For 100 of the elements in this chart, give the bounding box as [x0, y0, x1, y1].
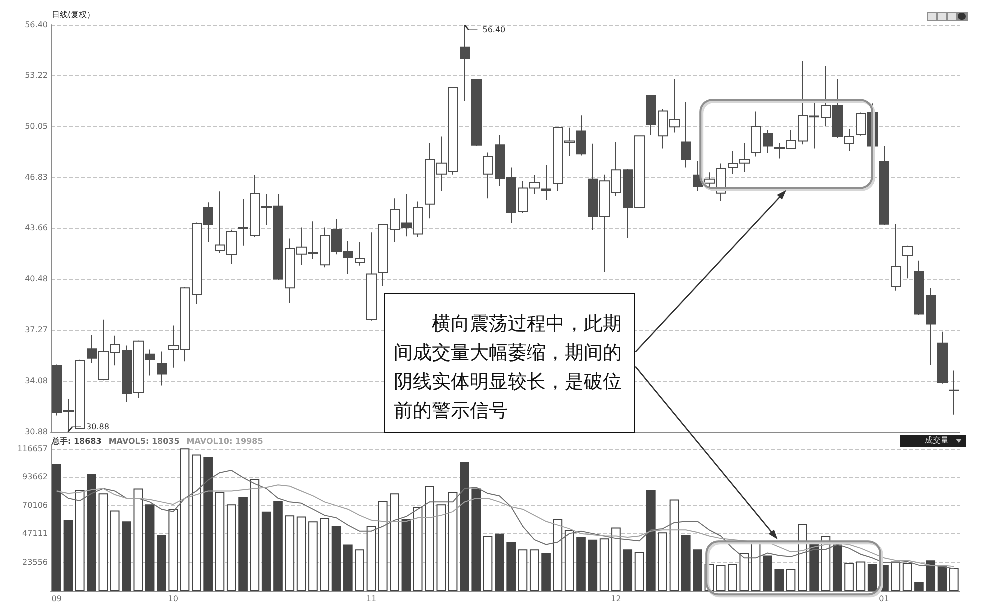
candlestick	[378, 224, 388, 288]
candlestick	[763, 130, 773, 154]
bar	[600, 538, 610, 591]
bar	[844, 563, 854, 591]
bar	[344, 544, 353, 591]
bar	[623, 550, 633, 591]
bar	[52, 464, 62, 591]
bar	[856, 562, 866, 591]
line-series	[56, 470, 955, 570]
y-tick-label: 40.48	[25, 274, 48, 284]
bar	[670, 500, 680, 591]
bar	[192, 454, 202, 591]
bar	[425, 486, 434, 591]
y-tick-label: 56.40	[25, 20, 48, 30]
text: 总手: 18683	[52, 437, 102, 446]
bar	[285, 516, 295, 591]
candlestick	[355, 242, 365, 266]
bar	[914, 582, 924, 591]
bar	[238, 497, 248, 591]
bar	[436, 504, 446, 591]
y-tick-label: 47111	[22, 529, 48, 538]
bar	[390, 494, 400, 591]
candlestick	[460, 24, 470, 102]
bar	[506, 542, 516, 591]
bar	[168, 509, 178, 591]
bar	[145, 504, 155, 591]
text: MAVOL10: 19985	[186, 437, 264, 446]
candlestick	[483, 152, 493, 200]
bar	[902, 563, 912, 591]
bar	[366, 526, 376, 591]
bar	[576, 537, 586, 591]
bar	[296, 516, 306, 591]
bar	[542, 553, 551, 591]
bar	[157, 535, 166, 591]
candlestick	[541, 164, 551, 201]
candlestick	[238, 198, 248, 246]
candlestick	[926, 288, 936, 366]
bar	[75, 490, 85, 591]
bar	[938, 566, 948, 591]
bar	[658, 532, 668, 591]
bar	[448, 492, 458, 591]
bar	[204, 457, 213, 591]
candlestick	[157, 351, 167, 386]
bar	[612, 528, 621, 591]
y-tick-label: 34.08	[25, 376, 48, 386]
bar	[98, 494, 108, 591]
dropdown: 成交量	[900, 435, 966, 447]
bar	[378, 500, 388, 591]
x-tick-label: 09	[52, 594, 62, 604]
candlestick	[879, 146, 889, 226]
bar	[495, 534, 504, 591]
bar	[588, 540, 598, 591]
bar	[518, 550, 528, 591]
bar	[926, 560, 936, 591]
bar	[308, 522, 318, 591]
bar	[774, 569, 784, 591]
candlestick	[751, 111, 761, 158]
y-tick-label: 30.88	[25, 428, 48, 436]
chart-title: 日线(复权）	[52, 10, 96, 20]
bar	[87, 474, 96, 591]
bar	[250, 479, 260, 591]
bar	[950, 568, 959, 591]
y-tick-label: 46.83	[25, 173, 48, 182]
bar	[413, 507, 423, 591]
bar	[262, 512, 272, 591]
candlestick	[914, 260, 924, 316]
y-tick-label: 37.27	[25, 326, 48, 335]
text: MAVOL5: 18035	[108, 437, 180, 446]
candlestick	[937, 331, 948, 384]
bar	[530, 550, 540, 591]
bar	[320, 518, 330, 591]
bar	[483, 536, 493, 591]
bar	[868, 564, 878, 591]
bar	[763, 556, 772, 591]
bar	[226, 504, 236, 591]
y-axis-title: 成交量	[925, 436, 949, 445]
bar	[180, 448, 190, 591]
x-tick-label: 10	[168, 594, 178, 604]
bar	[693, 550, 702, 591]
candlestick	[902, 245, 913, 280]
candlestick	[366, 232, 377, 322]
bar	[332, 526, 342, 591]
y-tick-label: 50.05	[25, 122, 48, 131]
y-tick-label: 43.66	[25, 224, 48, 233]
bar	[110, 510, 120, 591]
x-tick-label: 11	[366, 594, 377, 604]
bar	[786, 569, 796, 591]
bar	[553, 519, 563, 591]
y-tick-label: 93662	[22, 472, 48, 482]
bar	[122, 522, 132, 591]
line-series	[56, 484, 955, 568]
bar	[215, 492, 225, 591]
bar	[798, 524, 808, 591]
y-tick-label: 116657	[17, 444, 48, 454]
bar	[402, 519, 412, 591]
candlestick	[471, 78, 482, 147]
bar	[634, 552, 644, 591]
bar	[460, 462, 470, 591]
candlestick	[949, 370, 959, 416]
candlestick	[891, 224, 901, 292]
